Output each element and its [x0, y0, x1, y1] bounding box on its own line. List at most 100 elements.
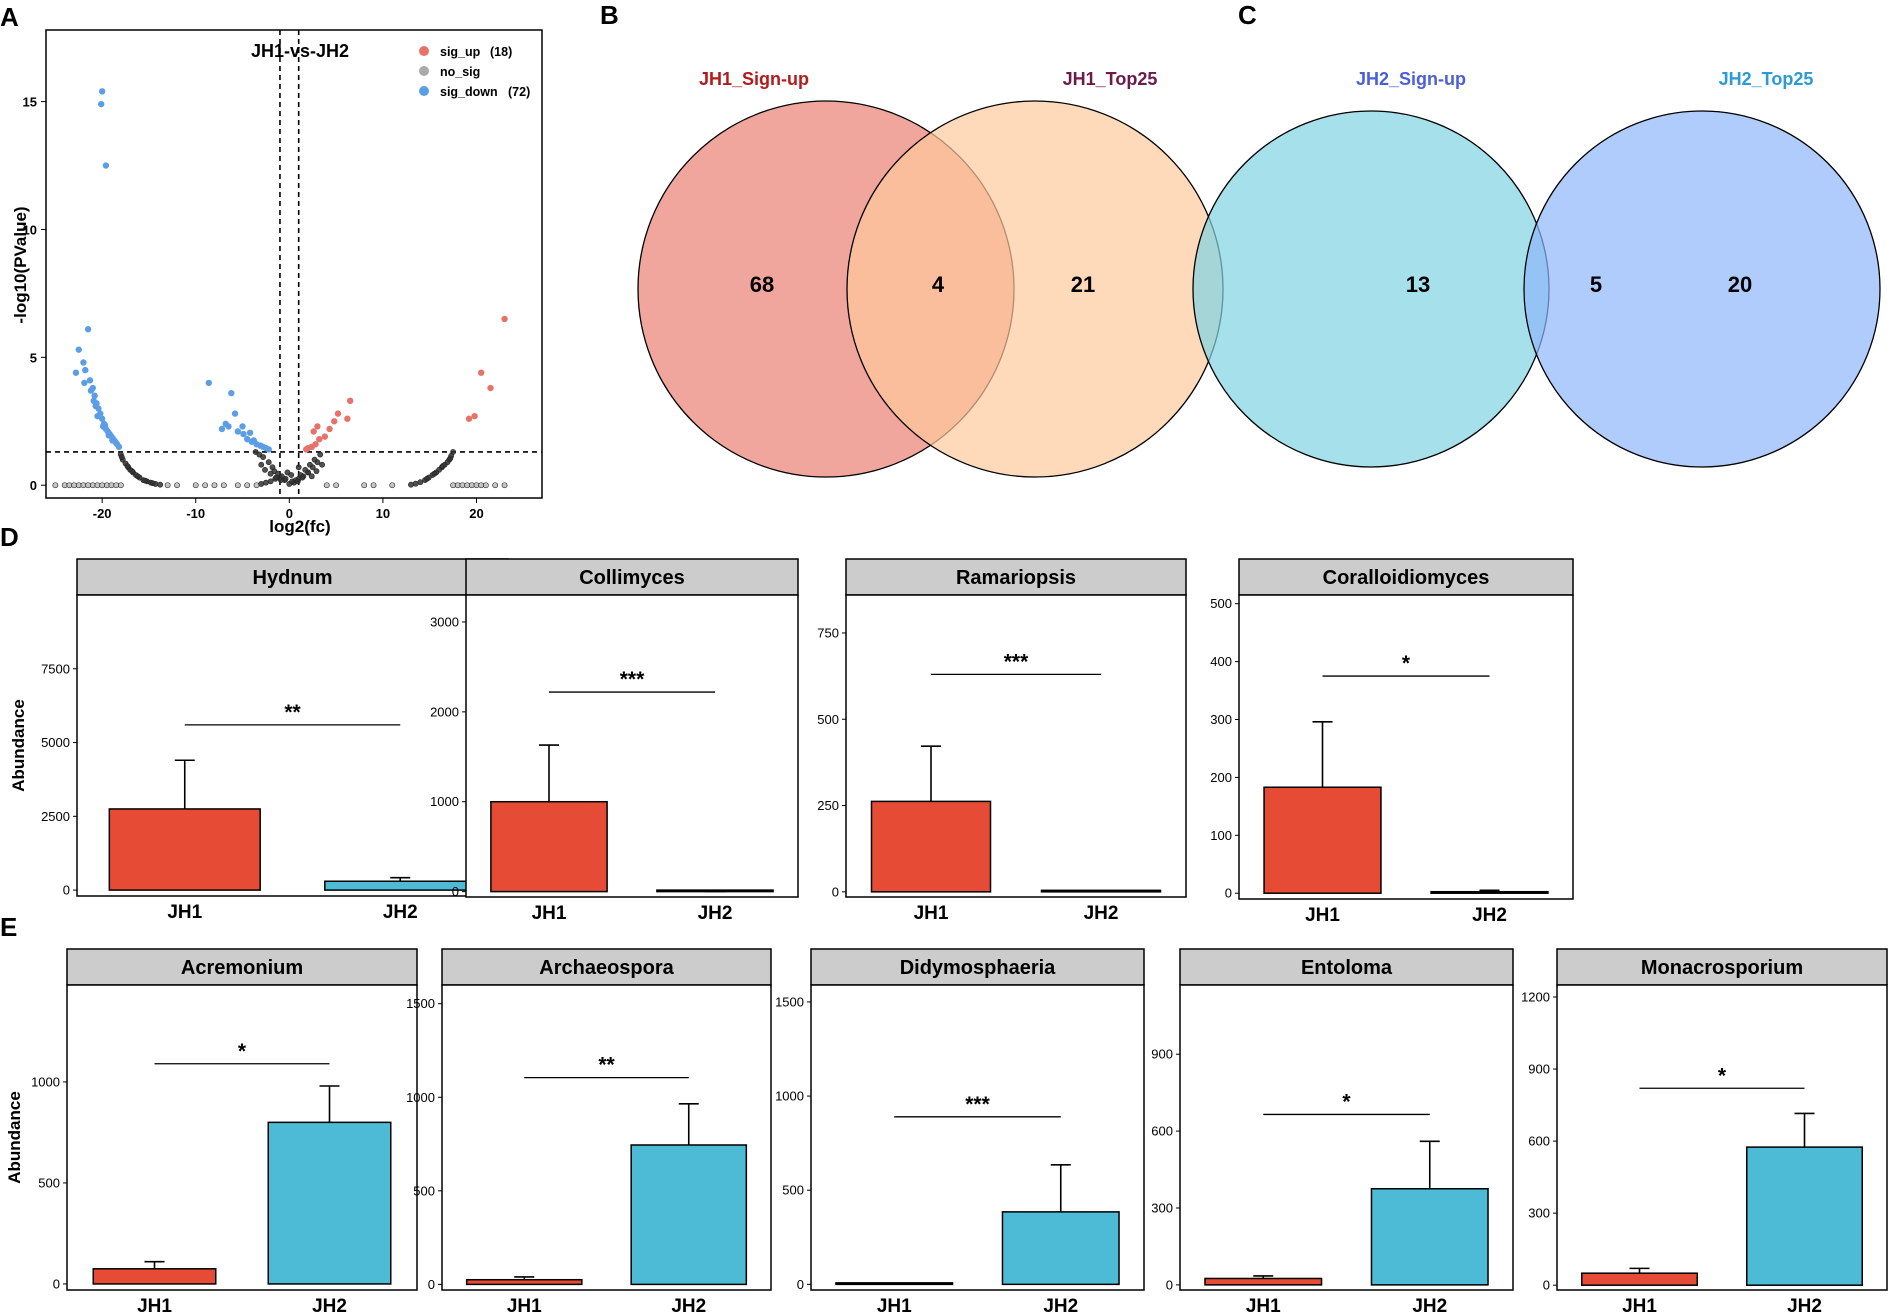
volcano-point-no-sig [174, 482, 180, 489]
volcano-point-sig-up [321, 433, 329, 440]
bar-jh1 [465, 1278, 583, 1286]
bar-jh1 [870, 800, 992, 893]
volcano-point-no-sig [273, 474, 280, 481]
volcano-point-no-sig [267, 470, 274, 477]
facet-title: Archaeospora [539, 957, 674, 979]
venn-c: JH2_Sign-up JH2_Top25 13 5 20 [1192, 69, 1881, 468]
bar-jh1 [92, 1268, 217, 1285]
x-category-label: JH2 [312, 1296, 347, 1312]
volcano-point-no-sig [202, 482, 208, 489]
bar-panel-archaeospora: Archaeospora JH1 JH2 0 500 1000 1500 ** [406, 948, 772, 1312]
y-tick-label: 300 [1210, 712, 1232, 727]
volcano-point-sig-up [334, 410, 342, 417]
y-tick-label: 0 [797, 1277, 804, 1292]
volcano-point-sig-down [94, 412, 101, 420]
bar-panel-hydnum: Hydnum JH1 JH2 0 2500 5000 7500 ** Abundance [9, 558, 509, 923]
bar-panel-monacrosporium: Monacrosporium JH1 JH2 0 300 600 900 1200 * [1521, 948, 1888, 1312]
y-tick-label: 1000 [31, 1074, 60, 1089]
y-tick-label: 500 [1210, 596, 1232, 611]
bar-jh2 [1001, 1211, 1120, 1286]
volcano-point-no-sig [308, 473, 315, 480]
bar-jh2 [1746, 1146, 1863, 1286]
significance-stars: ** [284, 701, 301, 724]
y-tick-label: 0 [53, 1276, 60, 1291]
y-tick-label: 900 [1528, 1062, 1550, 1077]
legend-label-up: sig_up [440, 45, 481, 59]
volcano-point-sig-down [265, 446, 272, 453]
volcano-point-no-sig [323, 482, 330, 489]
volcano-point-sig-up [302, 446, 310, 453]
facet-strip [441, 948, 772, 986]
significance-stars: ** [598, 1054, 615, 1077]
x-category-label: JH1 [1622, 1296, 1657, 1312]
venn-b: JH1_Sign-up JH1_Top25 68 4 21 [637, 69, 1224, 478]
y-tick-label: 0 [428, 1277, 435, 1292]
bar-jh2 [1370, 1188, 1489, 1286]
volcano-point-sig-up [344, 415, 351, 422]
legend-swatch-down [419, 86, 429, 96]
x-category-label: JH2 [1043, 1296, 1078, 1312]
volcano-point-no-sig [447, 455, 454, 462]
y-tick-label: 500 [782, 1183, 804, 1198]
volcano-point-sig-down [92, 402, 99, 410]
x-category-label: JH1 [1246, 1296, 1281, 1312]
volcano-point-sig-up [314, 423, 321, 430]
venn-b-left-only: 68 [750, 272, 774, 297]
volcano-point-sig-down [222, 420, 229, 428]
legend-label-nosig: no_sig [440, 65, 480, 79]
bar-jh1 [108, 808, 261, 891]
bar-jh1 [1263, 786, 1382, 894]
venn-c-overlap: 5 [1590, 272, 1602, 297]
volcano-point-sig-up [471, 412, 478, 420]
y-tick-label: 1000 [430, 794, 459, 809]
volcano-point-sig-down [231, 410, 239, 417]
volcano-point-no-sig [319, 461, 325, 468]
volcano-point-no-sig [423, 475, 430, 482]
x-category-label: JH2 [698, 903, 733, 924]
volcano-point-no-sig [124, 463, 131, 469]
volcano-point-no-sig [482, 482, 489, 489]
volcano-title: JH1-vs-JH2 [251, 41, 349, 61]
volcano-y-tick-label: 5 [30, 350, 37, 365]
significance-stars: * [1342, 1090, 1351, 1113]
volcano-point-sig-down [98, 88, 106, 95]
volcano-point-sig-up [346, 397, 354, 405]
facet-title: Ramariopsis [956, 567, 1076, 589]
venn-b-left-title: JH1_Sign-up [699, 69, 809, 89]
bar-jh1 [490, 800, 608, 893]
volcano-y-axis-label: -log10(PValue) [11, 206, 30, 323]
volcano-point-sig-down [239, 423, 246, 430]
y-tick-label: 200 [1210, 770, 1232, 785]
volcano-point-no-sig [267, 478, 274, 485]
y-tick-label: 0 [832, 884, 839, 899]
panel-label-e: E [0, 912, 17, 942]
volcano-point-no-sig [234, 482, 241, 489]
bar-jh2 [1430, 890, 1549, 894]
volcano-plot-frame [45, 29, 543, 499]
volcano-x-tick-label: -20 [93, 506, 112, 521]
volcano-threshold-lines [46, 30, 542, 498]
y-tick-label: 1000 [406, 1090, 435, 1105]
significance-stars: * [1718, 1064, 1727, 1087]
significance-stars: *** [620, 668, 645, 691]
volcano-point-sig-up [465, 415, 473, 422]
volcano-point-no-sig [244, 482, 251, 489]
bar-jh2 [1040, 889, 1162, 893]
y-tick-label: 400 [1210, 654, 1232, 669]
y-tick-label: 0 [452, 884, 459, 899]
facet-title: Entoloma [1301, 957, 1393, 979]
volcano-point-no-sig [142, 477, 149, 484]
bar-panel-ramariopsis: Ramariopsis JH1 JH2 0 250 500 750 *** [817, 558, 1187, 924]
volcano-y-tick-label: 0 [30, 478, 37, 493]
x-category-label: JH1 [532, 903, 567, 924]
volcano-point-sig-up [477, 369, 485, 376]
bar-panel-coralloidiomyces: Coralloidiomyces JH1 JH2 0 100 200 300 400 500 * [1210, 558, 1574, 926]
panel-label-c: C [1238, 0, 1257, 30]
y-tick-label: 100 [1210, 828, 1232, 843]
y-tick-label: 300 [1528, 1206, 1550, 1221]
y-tick-label: 1500 [775, 994, 804, 1009]
significance-stars: *** [965, 1093, 990, 1116]
venn-b-right-circle [846, 100, 1224, 478]
volcano-point-no-sig [134, 473, 141, 480]
facet-strip [845, 558, 1187, 596]
